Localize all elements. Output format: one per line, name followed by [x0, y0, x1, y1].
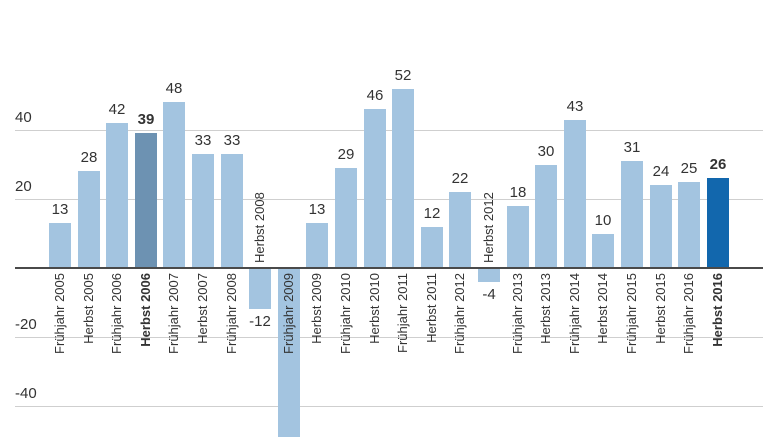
x-axis-category-label: Herbst 2007 — [195, 273, 210, 344]
gridline — [15, 199, 763, 200]
bar-value-label: 24 — [652, 163, 670, 180]
x-axis-category-label: Herbst 2008 — [252, 192, 267, 263]
x-axis-category-label: Frühjahr 2007 — [166, 273, 181, 354]
bar — [678, 182, 700, 267]
bar — [49, 223, 71, 267]
bar-value-label: 22 — [451, 170, 469, 187]
bar-value-label: 39 — [137, 111, 155, 128]
bar — [507, 206, 529, 267]
bar-value-label: 12 — [423, 205, 441, 222]
bar-value-label: 10 — [594, 212, 612, 229]
x-axis-category-label: Herbst 2011 — [424, 273, 439, 343]
bar — [135, 133, 157, 267]
bar-value-label: 13 — [51, 201, 69, 218]
x-axis-category-label: Herbst 2006 — [138, 273, 153, 347]
bar-value-label: 48 — [165, 80, 183, 97]
x-axis-category-label: Frühjahr 2015 — [624, 273, 639, 354]
bar — [592, 234, 614, 267]
bar-value-label: 30 — [537, 143, 555, 160]
x-axis-category-label: Frühjahr 2006 — [109, 273, 124, 354]
bar-value-label: 52 — [394, 67, 412, 84]
bar — [392, 89, 414, 267]
x-axis-category-label: Herbst 2013 — [538, 273, 553, 344]
bar-value-label: 42 — [108, 101, 126, 118]
gridline — [15, 406, 763, 407]
x-axis-category-label: Frühjahr 2011 — [395, 273, 410, 353]
bar-value-label: -4 — [482, 286, 496, 303]
bar — [449, 192, 471, 267]
bar-value-label: 33 — [223, 132, 241, 149]
bar-value-label: 26 — [709, 156, 727, 173]
y-axis-tick-label: -20 — [15, 316, 37, 333]
bar — [335, 168, 357, 267]
bar-value-label: 33 — [194, 132, 212, 149]
bar — [564, 120, 586, 267]
bar-value-label: 25 — [680, 160, 698, 177]
y-axis-tick-label: -40 — [15, 385, 37, 402]
bar — [106, 123, 128, 267]
bar — [192, 154, 214, 267]
y-axis-tick-label: 20 — [15, 178, 32, 195]
bar — [78, 171, 100, 267]
x-axis-category-label: Herbst 2012 — [481, 192, 496, 263]
bar-value-label: -12 — [249, 313, 271, 330]
bar-value-label: 18 — [509, 184, 527, 201]
bar — [278, 269, 300, 437]
x-axis-line — [15, 267, 763, 269]
x-axis-category-label: Frühjahr 2009 — [281, 273, 296, 354]
x-axis-category-label: Herbst 2010 — [367, 273, 382, 344]
bar-value-label: 31 — [623, 139, 641, 156]
bar — [163, 102, 185, 267]
x-axis-category-label: Herbst 2016 — [710, 273, 725, 347]
bar-value-label: 29 — [337, 146, 355, 163]
y-axis-tick-label: 40 — [15, 109, 32, 126]
x-axis-category-label: Herbst 2005 — [81, 273, 96, 344]
bar — [535, 165, 557, 267]
bar — [221, 154, 243, 267]
bar — [621, 161, 643, 267]
bar — [478, 269, 500, 282]
x-axis-category-label: Herbst 2009 — [309, 273, 324, 344]
bar — [306, 223, 328, 267]
x-axis-category-label: Herbst 2015 — [653, 273, 668, 344]
x-axis-category-label: Frühjahr 2010 — [338, 273, 353, 354]
x-axis-category-label: Frühjahr 2014 — [567, 273, 582, 354]
x-axis-category-label: Herbst 2014 — [595, 273, 610, 344]
x-axis-category-label: Frühjahr 2016 — [681, 273, 696, 354]
x-axis-category-label: Frühjahr 2013 — [510, 273, 525, 354]
bar — [707, 178, 729, 267]
bar — [364, 109, 386, 267]
bar — [249, 269, 271, 309]
bar — [650, 185, 672, 267]
x-axis-category-label: Frühjahr 2012 — [452, 273, 467, 354]
gridline — [15, 130, 763, 131]
bar-value-label: 46 — [366, 87, 384, 104]
bar-value-label: 43 — [566, 98, 584, 115]
x-axis-category-label: Frühjahr 2005 — [52, 273, 67, 354]
bar-value-label: 28 — [80, 149, 98, 166]
bar-value-label: 13 — [308, 201, 326, 218]
bar — [421, 227, 443, 267]
gridline — [15, 337, 763, 338]
